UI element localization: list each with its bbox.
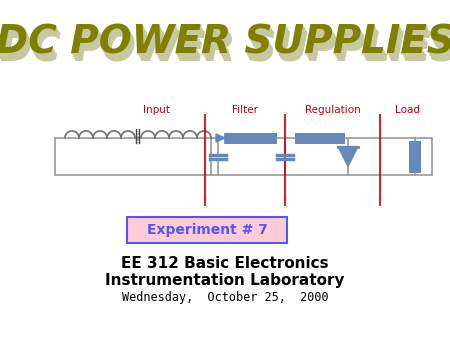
Bar [409,141,421,172]
Text: Load: Load [396,105,420,115]
Text: DC POWER SUPPLIES: DC POWER SUPPLIES [0,30,450,69]
Polygon shape [338,146,358,167]
Bar [225,133,277,144]
Bar [295,133,345,144]
Text: DC POWER SUPPLIES: DC POWER SUPPLIES [0,29,450,67]
Text: Input: Input [144,105,171,115]
Text: Wednesday,  October 25,  2000: Wednesday, October 25, 2000 [122,291,328,305]
Text: DC POWER SUPPLIES: DC POWER SUPPLIES [0,32,450,70]
Polygon shape [216,134,225,142]
Text: DC POWER SUPPLIES: DC POWER SUPPLIES [0,23,450,61]
FancyBboxPatch shape [127,217,287,243]
Text: DC POWER SUPPLIES: DC POWER SUPPLIES [0,27,450,66]
Text: Filter: Filter [232,105,258,115]
Text: EE 312 Basic Electronics: EE 312 Basic Electronics [121,256,329,270]
Text: Instrumentation Laboratory: Instrumentation Laboratory [105,272,345,288]
Text: Experiment # 7: Experiment # 7 [147,223,267,237]
Text: Regulation: Regulation [305,105,361,115]
Text: DC POWER SUPPLIES: DC POWER SUPPLIES [0,26,450,64]
Text: DC POWER SUPPLIES: DC POWER SUPPLIES [0,24,450,63]
